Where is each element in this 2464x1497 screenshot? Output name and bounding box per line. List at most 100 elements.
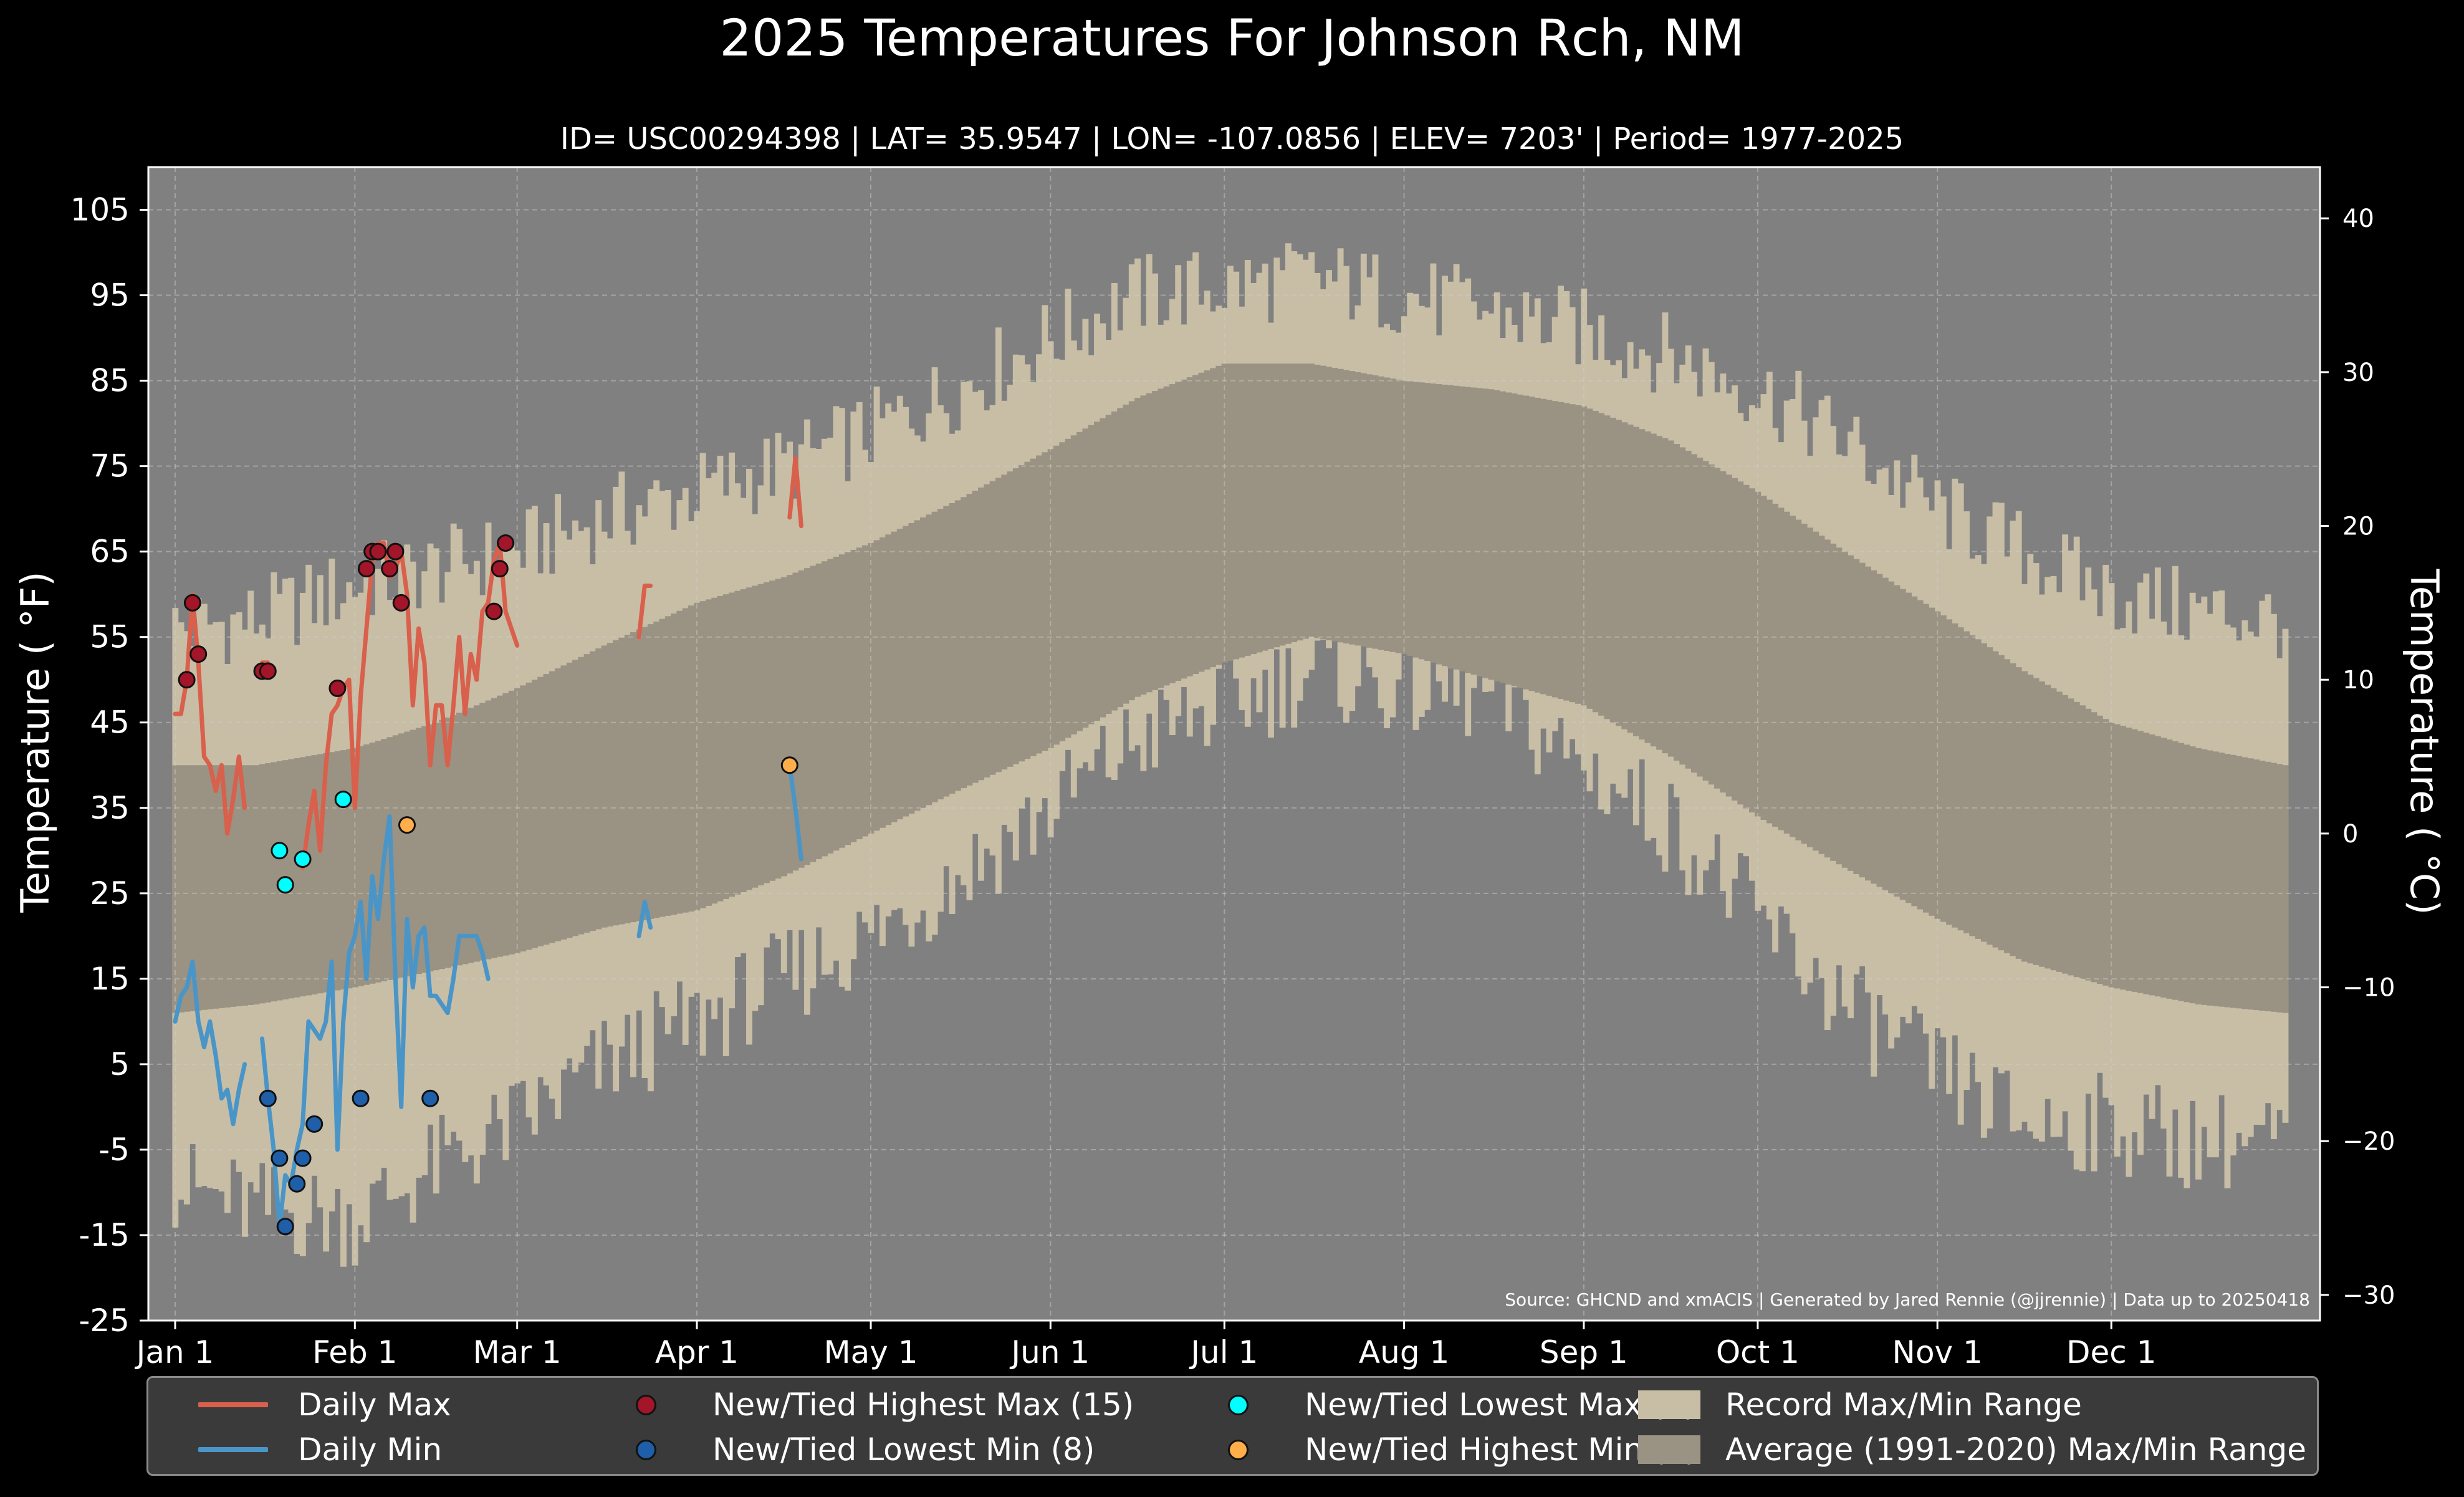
average-range-bar: [1412, 382, 1419, 658]
average-range-bar: [601, 645, 608, 928]
average-range-bar: [1853, 559, 1860, 874]
daily-max-line: [787, 455, 803, 529]
average-range-bar: [613, 640, 620, 926]
average-range-bar: [1366, 374, 1373, 648]
average-range-bar: [2166, 739, 2173, 999]
average-range-bar: [514, 688, 520, 953]
average-range-bar: [1922, 604, 1929, 913]
average-range-bar: [311, 755, 318, 994]
average-range-bar: [1575, 405, 1581, 704]
average-range-bar: [520, 685, 527, 951]
average-range-bar: [1065, 438, 1071, 738]
average-range-bar: [1302, 363, 1309, 639]
average-range-bar: [821, 561, 828, 857]
average-range-bar: [2259, 760, 2266, 1011]
x-tick-label: Jan 1: [135, 1334, 214, 1370]
average-range-bar: [1175, 382, 1182, 681]
average-range-bar: [1227, 363, 1234, 662]
average-range-bar: [1732, 478, 1738, 801]
average-range-bar: [1146, 393, 1153, 693]
average-range-bar: [2027, 675, 2034, 964]
average-range-bar: [984, 484, 990, 777]
average-range-bar: [827, 559, 834, 854]
average-range-bar: [2033, 678, 2040, 965]
average-range-bar: [1500, 391, 1506, 683]
lowest-min-marker: [271, 1149, 289, 1167]
average-range-bar: [253, 765, 260, 1004]
lowest-max-marker-icon: [1228, 1394, 1249, 1415]
average-range-bar: [1042, 452, 1048, 751]
average-range-bar: [2178, 743, 2185, 1001]
y-tick-label: 55: [90, 619, 130, 655]
average-range-bar: [1123, 404, 1129, 704]
average-range-bar: [549, 671, 555, 943]
average-range-bar: [444, 717, 451, 968]
record-range-swatch: [1638, 1390, 1700, 1419]
average-range-bar: [1609, 417, 1616, 723]
average-range-bar: [891, 531, 898, 822]
average-range-bar: [699, 601, 706, 908]
average-range-bar: [1279, 363, 1286, 646]
average-range-bar: [1558, 402, 1564, 700]
average-range-bar: [2184, 744, 2190, 1003]
average-range-bar: [427, 724, 434, 972]
average-range-bar: [1476, 388, 1483, 676]
average-range-bar: [1019, 465, 1025, 762]
average-range-bar: [1453, 385, 1460, 670]
y-tick-label: 75: [90, 448, 130, 484]
highest-max-marker: [259, 662, 277, 680]
average-range-bar: [236, 765, 242, 1006]
average-range-bar: [2236, 756, 2243, 1009]
average-range-bar: [1482, 388, 1489, 678]
average-range-bar: [299, 757, 306, 997]
average-range-bar: [879, 537, 886, 828]
average-range-bar: [1876, 574, 1883, 887]
average-range-bar: [2091, 712, 2097, 983]
x-tick-label: Dec 1: [2066, 1334, 2156, 1370]
x-tick-label: Nov 1: [1892, 1334, 1983, 1370]
source-note: Source: GHCND and xmACIS | Generated by …: [1505, 1289, 2310, 1310]
average-range-bar: [926, 514, 932, 806]
average-range-bar: [717, 595, 724, 902]
average-range-bar: [1128, 401, 1135, 701]
average-range-bar: [2172, 741, 2179, 1000]
average-range-bar: [630, 632, 636, 923]
average-range-bar: [1772, 503, 1779, 827]
average-range-bar: [189, 765, 196, 1011]
average-range-bar: [1690, 454, 1697, 773]
average-range-bar: [1424, 383, 1431, 662]
average-range-bar: [641, 627, 648, 920]
average-range-bar: [230, 765, 237, 1007]
highest-max-marker: [183, 594, 201, 612]
average-range-bar: [1766, 499, 1773, 824]
average-range-bar: [931, 511, 938, 802]
average-range-bar: [2212, 751, 2219, 1006]
average-range-bar: [885, 534, 892, 826]
average-range-bar: [1621, 422, 1628, 729]
average-range-bar: [746, 587, 752, 890]
average-range-bar: [838, 554, 845, 848]
average-range-bar: [978, 487, 984, 781]
highest-max-marker: [491, 560, 509, 578]
average-range-bar: [1598, 413, 1605, 716]
average-range-bar: [2114, 724, 2121, 989]
average-range-bar: [1198, 372, 1205, 672]
average-range-bar: [508, 690, 515, 955]
average-range-bar: [213, 765, 219, 1009]
average-range-bar: [1517, 394, 1523, 688]
average-range-bar: [1204, 370, 1210, 670]
x-tick-label: Jun 1: [1009, 1334, 1090, 1370]
average-range-bar: [1070, 435, 1077, 734]
average-range-bar: [1969, 635, 1976, 936]
lowest-min-marker: [305, 1115, 324, 1133]
average-range-bar: [595, 648, 602, 930]
average-range-bar: [1836, 547, 1843, 865]
average-range-bar: [1894, 585, 1901, 897]
average-range-bar: [1586, 408, 1593, 709]
average-range-bar: [2096, 715, 2103, 984]
average-range-bar: [1465, 387, 1472, 673]
average-range-bar: [224, 765, 231, 1008]
average-range-bar: [334, 751, 341, 991]
highest-max-marker: [497, 534, 515, 552]
